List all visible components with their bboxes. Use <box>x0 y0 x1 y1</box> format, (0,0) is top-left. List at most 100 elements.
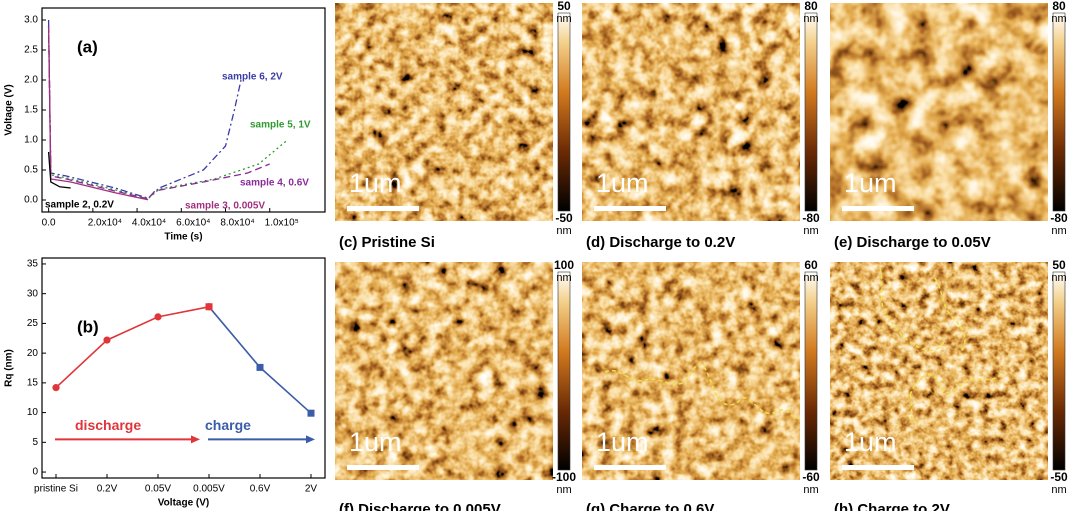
scale-bar-label: 1um <box>349 427 402 457</box>
x-tick-label: 0.05V <box>145 484 171 495</box>
panel-caption: (c) Pristine Si <box>339 234 435 251</box>
afm-image <box>582 262 800 480</box>
series-line <box>47 151 71 189</box>
x-tick-label: 6.0x10⁴ <box>176 218 210 229</box>
colorbar-unit: nm <box>803 225 818 237</box>
colorbar-unit: nm <box>1051 225 1066 237</box>
y-tick-label: 20 <box>27 348 39 359</box>
afm-image <box>335 262 553 480</box>
scale-bar <box>842 465 914 470</box>
trace-line <box>604 363 801 419</box>
colorbar-min: -80 <box>802 211 820 225</box>
colorbar-max: 100 <box>554 258 574 272</box>
marker <box>103 336 111 344</box>
arrow-label: charge <box>205 417 251 433</box>
colorbar-unit: nm <box>556 225 571 237</box>
panel-caption: (d) Discharge to 0.2V <box>586 234 735 251</box>
y-tick-label: 30 <box>27 288 39 299</box>
x-tick-label: 2V <box>305 484 318 495</box>
series-label: sample 3, 0.005V <box>185 201 265 212</box>
y-tick-label: 1.5 <box>24 105 38 116</box>
colorbar <box>557 271 571 471</box>
marker <box>52 384 60 392</box>
afm-image <box>582 3 800 221</box>
y-tick-label: 5 <box>32 437 38 448</box>
series-label: sample 5, 1V <box>250 120 311 131</box>
afm-image <box>335 3 553 221</box>
scale-bar-label: 1um <box>349 168 402 198</box>
colorbar-min: -50 <box>555 211 573 225</box>
series-line <box>208 306 312 414</box>
x-tick-label: 4.0x10⁴ <box>132 218 166 229</box>
x-tick-label: 0.005V <box>193 484 225 495</box>
arrow-head <box>306 435 315 444</box>
marker <box>256 363 264 371</box>
colorbar <box>804 271 818 471</box>
colorbar-unit: nm <box>803 484 818 496</box>
y-tick-label: 35 <box>27 259 39 270</box>
y-tick-label: 3.0 <box>24 15 38 26</box>
colorbar-unit: nm <box>803 272 818 284</box>
arrow-label: discharge <box>75 417 141 433</box>
y-tick-label: 2.0 <box>24 75 38 86</box>
colorbar-max: 60 <box>804 258 818 272</box>
x-tick-label: 2.0x10⁴ <box>88 218 122 229</box>
scale-bar <box>347 465 419 470</box>
series-line <box>47 25 149 201</box>
marker <box>154 313 162 321</box>
y-axis-label: Voltage (V) <box>4 84 15 135</box>
panel-label: (a) <box>77 37 98 56</box>
marker <box>205 303 213 311</box>
trace-line <box>934 277 966 356</box>
x-tick-label: 1.0x10⁵ <box>265 218 299 229</box>
panel-label: (b) <box>77 317 99 336</box>
colorbar <box>1052 271 1066 471</box>
trace-line <box>909 374 1001 396</box>
colorbar-max: 80 <box>804 0 818 13</box>
scale-bar <box>594 465 666 470</box>
colorbar-unit: nm <box>1051 13 1066 25</box>
panel-caption: (e) Discharge to 0.05V <box>834 234 991 251</box>
trace-line <box>909 394 921 426</box>
colorbar-min: -80 <box>1050 211 1068 225</box>
colorbar-max: 50 <box>557 0 571 13</box>
afm-image <box>830 3 1048 221</box>
x-tick-label: 0.0 <box>42 218 56 229</box>
panel-caption: (f) Discharge to 0.005V <box>339 501 501 511</box>
colorbar <box>1052 12 1066 212</box>
colorbar <box>557 12 571 212</box>
scale-bar <box>347 206 419 211</box>
y-tick-label: 10 <box>27 407 39 418</box>
scale-bar-label: 1um <box>596 427 649 457</box>
colorbar-unit: nm <box>556 484 571 496</box>
colorbar-unit: nm <box>1051 272 1066 284</box>
colorbar-min: -100 <box>552 470 576 484</box>
x-tick-label: 0.6V <box>250 484 271 495</box>
colorbar-unit: nm <box>556 13 571 25</box>
marker <box>307 409 315 417</box>
y-tick-label: 0 <box>32 467 38 478</box>
colorbar <box>804 12 818 212</box>
y-tick-label: 2.5 <box>24 45 38 56</box>
colorbar-max: 80 <box>1052 0 1066 13</box>
series-line <box>55 306 210 389</box>
y-tick-label: 15 <box>27 378 39 389</box>
colorbar-min: -60 <box>802 470 820 484</box>
colorbar-unit: nm <box>1051 484 1066 496</box>
y-tick-label: 0.0 <box>24 195 38 206</box>
scale-bar <box>842 206 914 211</box>
colorbar-max: 50 <box>1052 258 1066 272</box>
afm-image <box>830 262 1048 480</box>
x-tick-label: 0.2V <box>97 484 118 495</box>
series-label: sample 4, 0.6V <box>240 178 309 189</box>
y-tick-label: 1.0 <box>24 135 38 146</box>
scale-bar-label: 1um <box>844 427 897 457</box>
x-tick-label: 8.0x10⁴ <box>220 218 254 229</box>
colorbar-unit: nm <box>803 13 818 25</box>
series-label: sample 2, 0.2V <box>45 200 114 211</box>
y-axis-label: Rq (nm) <box>4 349 15 387</box>
panel-caption: (h) Charge to 2V <box>834 501 950 511</box>
colorbar-min: -50 <box>1050 470 1068 484</box>
series-line <box>47 25 270 200</box>
